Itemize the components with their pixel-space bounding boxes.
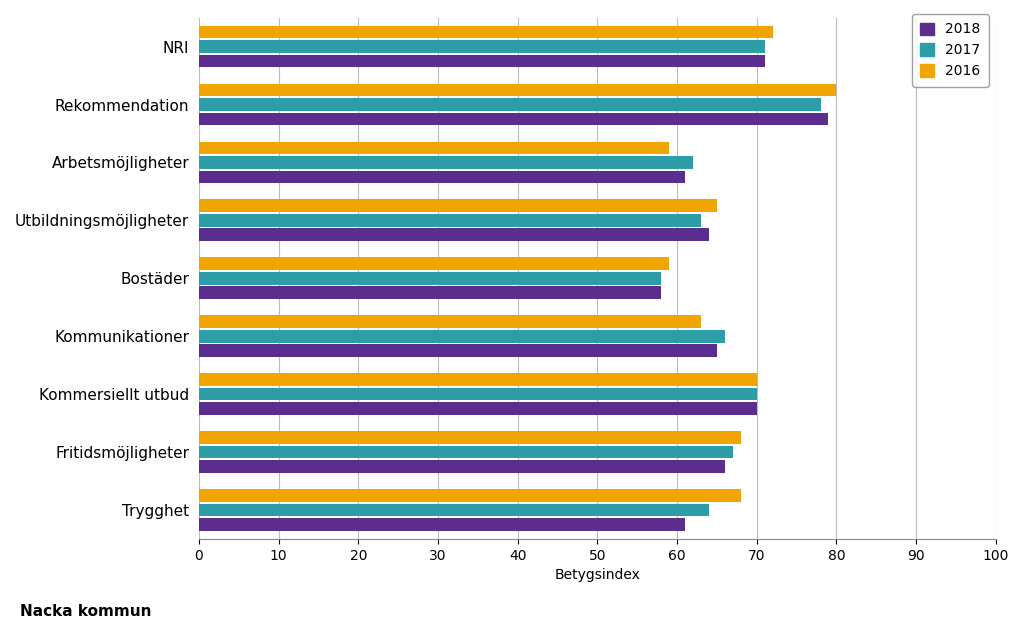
- Bar: [199, 98, 820, 111]
- Bar: [199, 388, 757, 401]
- Bar: [199, 258, 669, 270]
- Bar: [199, 55, 765, 67]
- Text: Nacka kommun: Nacka kommun: [20, 604, 152, 619]
- Bar: [199, 83, 837, 96]
- Bar: [199, 445, 733, 458]
- Bar: [199, 40, 765, 53]
- Bar: [199, 156, 693, 169]
- Bar: [199, 214, 701, 226]
- Bar: [199, 402, 757, 415]
- Bar: [199, 373, 757, 386]
- Bar: [199, 330, 725, 343]
- Bar: [199, 170, 685, 183]
- Bar: [199, 431, 740, 444]
- Bar: [199, 460, 725, 473]
- X-axis label: Betygsindex: Betygsindex: [554, 568, 640, 582]
- Bar: [199, 200, 717, 212]
- Bar: [199, 26, 773, 39]
- Bar: [199, 113, 828, 126]
- Bar: [199, 344, 717, 357]
- Bar: [199, 489, 740, 502]
- Bar: [199, 518, 685, 531]
- Bar: [199, 504, 709, 516]
- Bar: [199, 228, 709, 241]
- Bar: [199, 315, 701, 328]
- Bar: [199, 142, 669, 154]
- Bar: [199, 286, 662, 299]
- Bar: [199, 272, 662, 285]
- Legend: 2018, 2017, 2016: 2018, 2017, 2016: [912, 14, 989, 86]
